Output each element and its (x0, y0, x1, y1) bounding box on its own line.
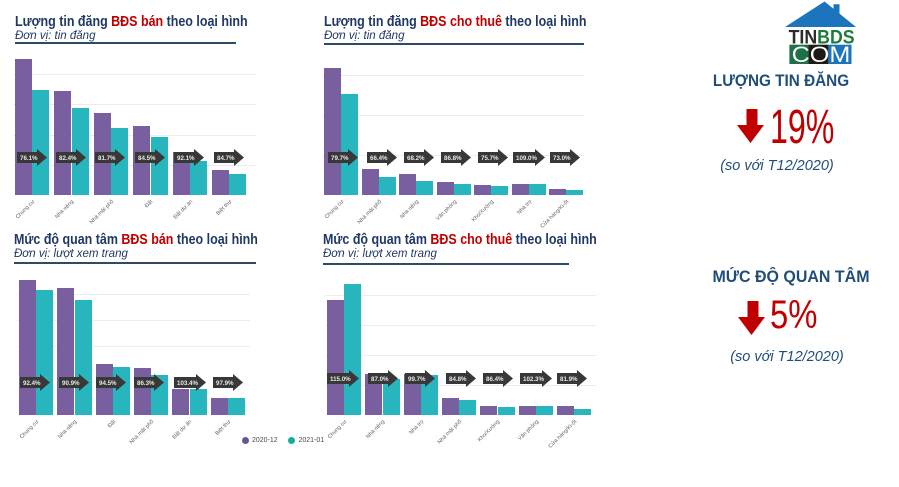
svg-text:COM: COM (792, 42, 851, 67)
svg-text:86.8%: 86.8% (444, 155, 462, 162)
svg-text:92.4%: 92.4% (23, 380, 41, 387)
svg-text:81.7%: 81.7% (98, 154, 116, 161)
svg-text:109.0%: 109.0% (516, 155, 537, 162)
svg-text:76.1%: 76.1% (20, 154, 38, 161)
svg-text:86.3%: 86.3% (137, 380, 155, 387)
svg-text:73.0%: 73.0% (553, 155, 571, 162)
svg-text:103.4%: 103.4% (177, 380, 198, 387)
svg-text:94.5%: 94.5% (99, 380, 117, 387)
svg-text:90.9%: 90.9% (62, 380, 80, 387)
svg-text:84.7%: 84.7% (217, 154, 235, 161)
svg-text:115.0%: 115.0% (330, 376, 351, 383)
svg-text:84.5%: 84.5% (138, 154, 156, 161)
svg-text:TINBDS: TINBDS (789, 27, 855, 49)
svg-text:99.7%: 99.7% (408, 376, 426, 383)
svg-text:82.4%: 82.4% (59, 154, 77, 161)
svg-text:102.3%: 102.3% (523, 376, 544, 383)
svg-text:79.7%: 79.7% (331, 155, 349, 162)
svg-text:92.1%: 92.1% (177, 154, 195, 161)
svg-text:97.9%: 97.9% (216, 380, 234, 387)
svg-text:84.8%: 84.8% (449, 376, 467, 383)
svg-text:66.4%: 66.4% (370, 155, 388, 162)
svg-text:87.0%: 87.0% (371, 376, 389, 383)
svg-text:81.9%: 81.9% (560, 376, 578, 383)
svg-text:75.7%: 75.7% (481, 155, 499, 162)
svg-text:86.4%: 86.4% (486, 376, 504, 383)
svg-text:68.2%: 68.2% (407, 155, 425, 162)
